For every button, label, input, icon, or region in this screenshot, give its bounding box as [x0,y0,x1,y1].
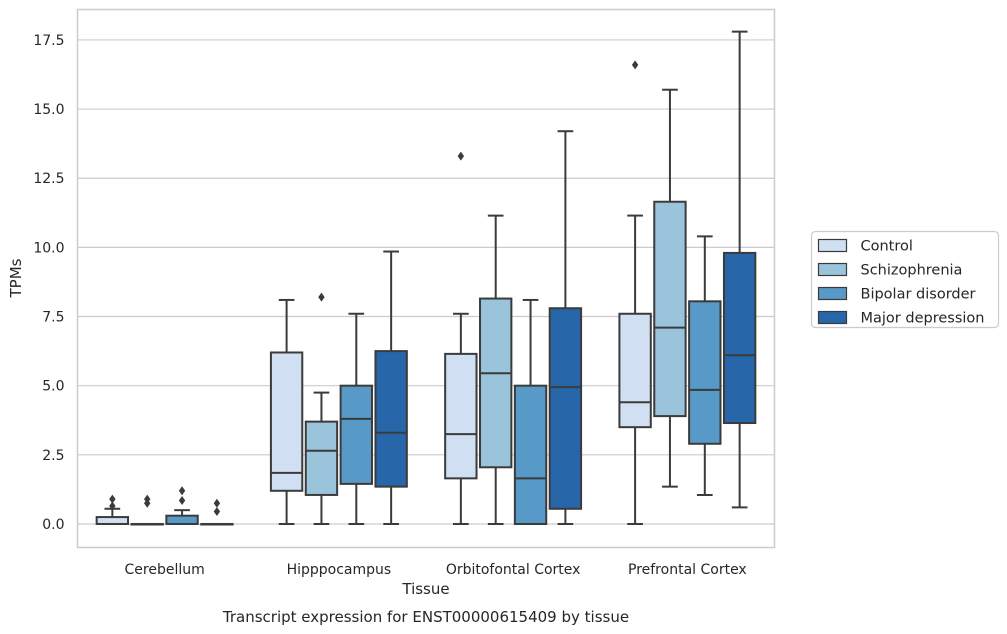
legend-frame [810,230,1000,329]
legend-swatch [817,262,848,277]
legend-swatch [817,238,848,253]
outlier-marker [144,494,151,504]
y-axis-label: TPMs [7,258,25,298]
box [513,384,548,525]
y-tick-label: 12.5 [33,171,64,187]
box [339,384,373,485]
outlier-marker [318,292,325,302]
legend-label: Bipolar disorder [861,287,976,303]
box [479,297,513,469]
box [444,352,478,480]
y-tick-label: 5.0 [42,379,64,395]
box [304,420,339,496]
legend-label: Schizophrenia [861,263,963,279]
legend: Control Schizophrenia Bipolar disorder Majo… [810,230,1000,329]
x-tick-label: Prefrontal Cortex [628,562,747,578]
gridlines [77,39,775,525]
chart-caption: Transcript expression for ENST0000061540… [222,608,629,626]
outlier-marker [109,494,116,504]
legend-label: Control [861,239,913,255]
box [374,350,408,488]
box [269,351,304,492]
y-tick-label: 7.5 [42,310,64,326]
outlier-marker [457,151,465,161]
box [653,200,687,418]
x-tick-label: Cerebellum [125,562,205,578]
outlier-marker [213,507,221,517]
outlier-marker [631,60,639,70]
x-tick-label: Hipppocampus [287,562,392,578]
box [165,514,199,525]
outlier-marker [213,498,221,508]
box [688,300,722,445]
outlier-marker [109,501,116,511]
y-tick-label: 10.0 [33,240,64,256]
outlier-marker [178,486,186,496]
x-tick-label: Orbitofontal Cortex [446,562,581,578]
box [548,307,583,510]
x-axis-ticks: Cerebellum Hipppocampus Orbitofontal Corte… [125,562,747,578]
y-tick-label: 0.0 [42,517,64,533]
y-tick-label: 2.5 [42,448,64,464]
legend-swatch [817,286,848,301]
box [618,312,652,429]
y-tick-label: 15.0 [33,102,64,118]
box [95,516,130,525]
legend-swatch [817,310,848,325]
box [722,251,757,425]
plot-frame [76,8,776,549]
x-axis-label: Tissue [401,580,449,598]
outlier-marker [178,495,186,505]
legend-label: Major depression [861,311,985,327]
y-tick-label: 17.5 [33,33,64,49]
y-axis-ticks: 0.0 2.5 5.0 7.5 10.0 12.5 15.0 17.5 [33,33,64,533]
plot-area [95,30,757,526]
